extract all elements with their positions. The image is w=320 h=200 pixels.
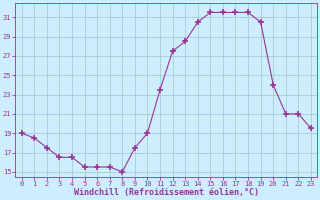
- X-axis label: Windchill (Refroidissement éolien,°C): Windchill (Refroidissement éolien,°C): [74, 188, 259, 197]
